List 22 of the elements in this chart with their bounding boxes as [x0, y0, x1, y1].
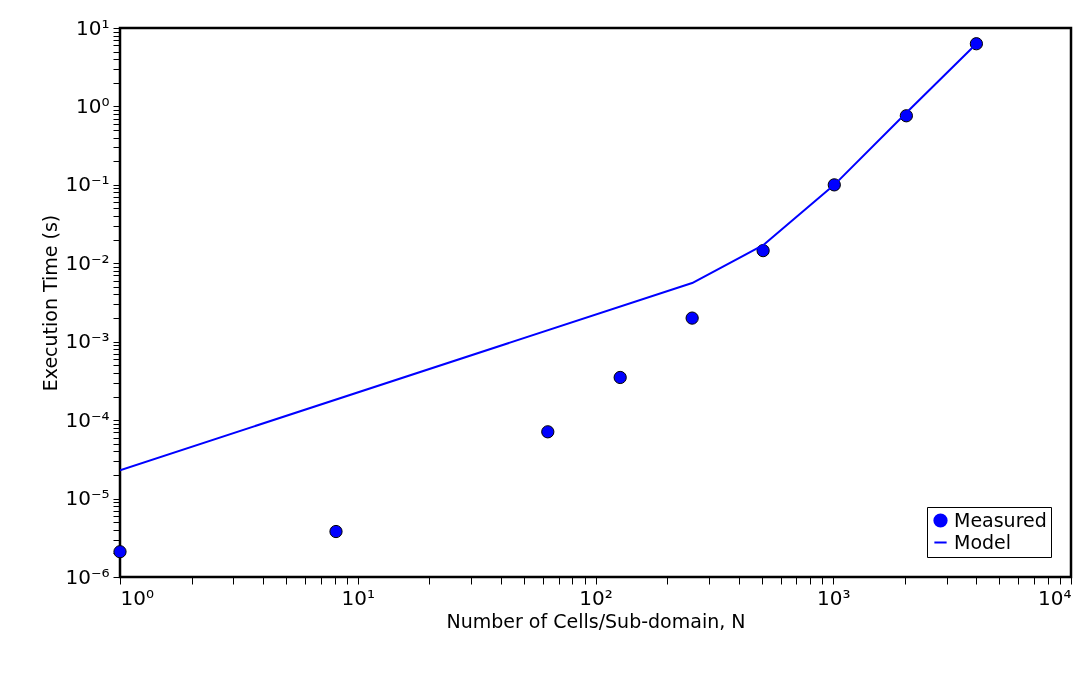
y-tick-label: 10⁻³: [65, 329, 110, 354]
x-tick-label: 10³: [817, 585, 851, 610]
point: [685, 311, 699, 325]
y-tick-label: 10⁻¹: [65, 172, 110, 197]
y-tick-label: 10⁻⁴: [65, 407, 110, 432]
point: [541, 425, 555, 439]
y-tick-label: 10⁰: [76, 93, 110, 118]
y-tick-label: 10⁻⁵: [65, 486, 110, 511]
x-tick-label: 10⁰: [120, 585, 154, 610]
y-axis-title: Execution Time (s): [39, 214, 62, 392]
y-tick-label: 10¹: [76, 15, 110, 40]
x-tick-label: 10⁴: [1038, 585, 1072, 610]
y-tick-label: 10⁻⁶: [65, 564, 110, 589]
legend-label: Measured: [954, 508, 1047, 531]
x-tick-label: 10²: [579, 585, 613, 610]
legend-label: Model: [954, 530, 1012, 553]
x-axis-title: Number of Cells/Sub-domain, N: [446, 609, 746, 632]
x-tick-label: 10¹: [341, 585, 375, 610]
point: [969, 37, 984, 51]
point: [613, 370, 627, 385]
point: [756, 244, 770, 258]
y-tick-label: 10⁻²: [65, 250, 110, 275]
